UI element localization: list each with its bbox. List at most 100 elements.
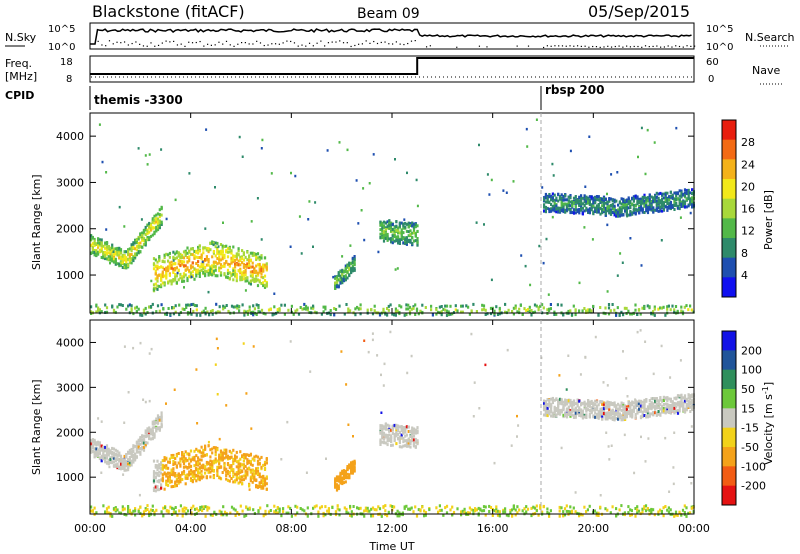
power-cell (639, 201, 643, 205)
velocity-cell (648, 412, 651, 416)
power-cell (461, 304, 464, 308)
power-cell (438, 305, 441, 309)
power-cell (388, 224, 391, 227)
velocity-cell (184, 482, 187, 486)
velocity-cell (182, 472, 186, 475)
power-scatter-cell (626, 214, 629, 218)
power-cell (237, 269, 240, 273)
velocity-cell (604, 401, 607, 405)
power-cell (689, 202, 692, 206)
power-cell (504, 310, 507, 314)
velocity-cell (548, 409, 551, 413)
power-scatter-cell (591, 238, 594, 241)
power-cell (546, 200, 549, 204)
power-cell (121, 266, 124, 269)
power-cell (629, 213, 632, 217)
power-cell (440, 310, 443, 314)
power-cell (339, 274, 342, 278)
power-scatter-cell (148, 153, 151, 156)
velocity-cell (265, 475, 268, 479)
power-cell (417, 312, 420, 316)
power-cell (234, 265, 237, 269)
power-cell (200, 268, 203, 272)
power-scatter-cell (606, 290, 609, 293)
velocity-cell (119, 462, 123, 466)
power-cell (174, 252, 177, 256)
power-cell (560, 203, 563, 207)
velocity-cell (223, 510, 227, 514)
power-cell (90, 243, 93, 247)
noise-search-point (331, 41, 333, 43)
velocity-cell (636, 400, 639, 404)
velocity-cell (219, 456, 223, 460)
power-cell (225, 304, 228, 307)
power-cell (627, 196, 630, 200)
power-cell (179, 252, 182, 256)
power-cell (482, 304, 486, 308)
velocity-cell (646, 411, 650, 415)
power-cell (353, 267, 356, 271)
power-cell (472, 302, 475, 306)
velocity-cell (141, 441, 144, 445)
power-cell (549, 303, 552, 306)
power-cell (541, 303, 544, 307)
power-cell (334, 276, 337, 280)
velocity-cell (232, 462, 235, 466)
velocity-cell (574, 415, 577, 419)
velocity-cell (655, 406, 658, 410)
power-cell (253, 271, 256, 274)
velocity-cell (253, 455, 256, 459)
velocity-cell (195, 454, 198, 458)
noise-search-point (361, 43, 363, 45)
noise-search-point (678, 45, 681, 48)
velocity-cell (572, 416, 576, 419)
noise-search-point (154, 45, 156, 47)
noise-search-point (207, 43, 209, 45)
power-cell (414, 225, 417, 229)
power-cell (242, 251, 245, 255)
velocity-cell (186, 474, 189, 478)
power-cell (638, 197, 641, 201)
noise-search-point (618, 45, 620, 47)
velocity-cell (335, 485, 339, 489)
power-cell (606, 209, 609, 213)
velocity-cell (544, 409, 547, 413)
power-cell (341, 281, 344, 285)
power-cell (404, 221, 407, 225)
power-cell (668, 195, 671, 199)
cpid-panel: CPID themis -3300 rbsp 200 (5, 83, 604, 110)
velocity-cell (204, 467, 207, 471)
velocity-cell (212, 461, 215, 465)
noise-search-point (256, 40, 258, 42)
noise-search-point (558, 45, 560, 47)
power-cell (204, 272, 207, 276)
power-cell (407, 234, 410, 238)
velocity-cell (242, 474, 245, 478)
power-cell (121, 255, 124, 258)
velocity-cell (382, 426, 386, 430)
power-cell (109, 255, 112, 259)
velocity-cell (176, 513, 179, 517)
power-cell (676, 206, 680, 210)
velocity-cell (153, 419, 156, 423)
power-colorbar-tick: 24 (741, 158, 755, 171)
power-scatter-cell (204, 227, 207, 230)
velocity-cell (107, 449, 110, 453)
velocity-cell (646, 405, 650, 409)
power-scatter-cell (232, 269, 235, 272)
power-cell (409, 229, 412, 233)
velocity-cell (588, 409, 591, 412)
power-cell (161, 260, 164, 263)
velocity-cell (172, 460, 175, 463)
power-cell (691, 200, 694, 204)
power-cell (643, 307, 646, 310)
velocity-cell (165, 457, 168, 461)
power-cell (114, 310, 117, 314)
velocity-cell (405, 433, 408, 437)
velocity-cell (185, 506, 188, 510)
velocity-cell (601, 417, 604, 421)
velocity-cell (650, 397, 653, 401)
power-cell (241, 278, 244, 282)
station-title: Blackstone (fitACF) (92, 2, 245, 21)
